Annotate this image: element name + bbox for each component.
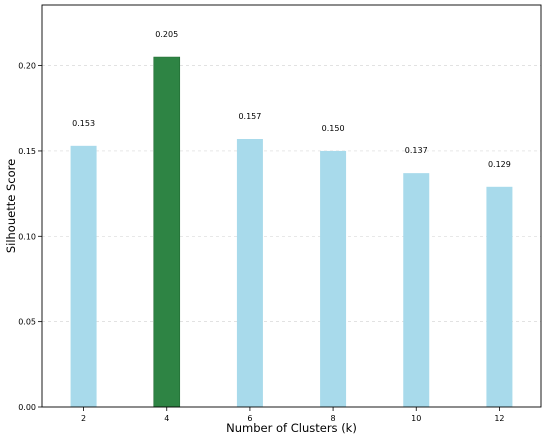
- data-label-k-6: 0.157: [238, 112, 261, 121]
- plot-frame: [41, 4, 542, 408]
- bar-k-4: [153, 56, 181, 408]
- x-tick-label: 12: [494, 414, 504, 423]
- data-label-k-4: 0.205: [155, 30, 178, 39]
- data-label-k-12: 0.129: [488, 160, 511, 169]
- x-tick-label: 2: [81, 414, 86, 423]
- bar-k-2: [70, 145, 97, 408]
- data-label-k-8: 0.150: [322, 124, 345, 133]
- data-labels: 0.153 0.205 0.157 0.150 0.137 0.129: [72, 30, 511, 169]
- y-tick-label: 0.05: [18, 318, 36, 327]
- x-ticks: 2 4 6 8 10 12: [81, 407, 505, 423]
- bar-k-12: [486, 186, 513, 407]
- y-tick-label: 0.10: [18, 232, 36, 241]
- x-axis-label: Number of Clusters (k): [226, 421, 357, 435]
- x-tick-label: 6: [247, 414, 252, 423]
- y-tick-label: 0.20: [18, 62, 36, 71]
- bar-k-6: [236, 139, 263, 407]
- y-tick-label: 0.00: [18, 403, 36, 412]
- y-tick-label: 0.15: [18, 147, 36, 156]
- bar-k-10: [403, 173, 430, 407]
- y-ticks: 0.00 0.05 0.10 0.15 0.20: [18, 62, 42, 412]
- data-label-k-10: 0.137: [405, 146, 428, 155]
- y-axis-label: Silhouette Score: [4, 159, 18, 253]
- x-tick-label: 4: [164, 414, 169, 423]
- x-tick-label: 10: [411, 414, 421, 423]
- bars: [70, 56, 513, 408]
- data-label-k-2: 0.153: [72, 119, 95, 128]
- bar-k-8: [320, 150, 347, 408]
- grid-lines: [42, 65, 541, 322]
- x-tick-label: 8: [331, 414, 336, 423]
